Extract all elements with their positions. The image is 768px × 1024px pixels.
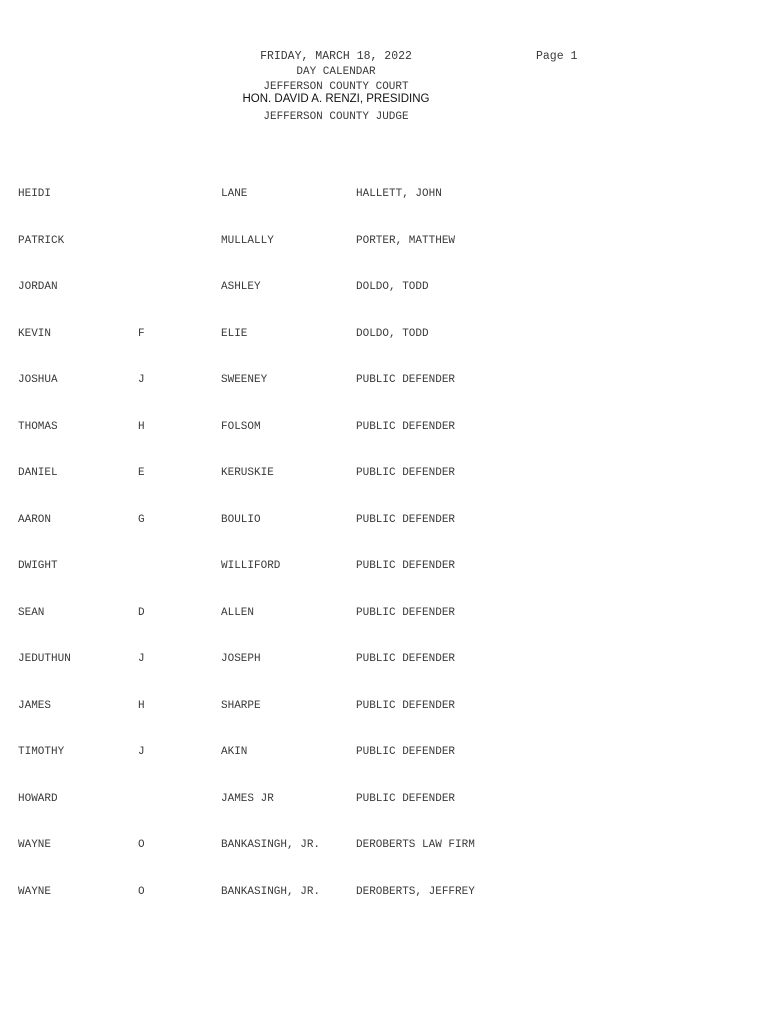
defendant-last-name: JOSEPH xyxy=(221,653,261,665)
judge-title: JEFFERSON COUNTY JUDGE xyxy=(263,111,409,123)
defendant-middle-initial: J xyxy=(138,374,145,386)
calendar-date: FRIDAY, MARCH 18, 2022 xyxy=(260,50,412,63)
attorney-name: PUBLIC DEFENDER xyxy=(356,606,456,619)
defendant-last-name: KERUSKIE xyxy=(221,467,274,479)
calendar-row: JEDUTHUN J JOSEPH PUBLIC DEFENDER xyxy=(0,653,768,667)
calendar-row: WAYNE O BANKASINGH, JR. DEROBERTS, JEFFREY xyxy=(0,886,768,900)
attorney-name: PORTER, MATTHEW xyxy=(356,234,456,247)
defendant-first-name: HEIDI xyxy=(18,188,52,200)
attorney-name: PUBLIC DEFENDER xyxy=(356,560,456,572)
defendant-first-name: KEVIN xyxy=(18,327,52,340)
attorney-name: DOLDO, TODD xyxy=(356,327,429,340)
defendant-middle-initial: F xyxy=(138,327,145,340)
defendant-first-name: AARON xyxy=(18,513,52,526)
defendant-first-name: JAMES xyxy=(18,699,52,712)
defendant-last-name: MULLALLY xyxy=(221,234,274,247)
defendant-first-name: HOWARD xyxy=(18,792,58,805)
calendar-row: THOMAS H FOLSOM PUBLIC DEFENDER xyxy=(0,421,768,435)
defendant-first-name: PATRICK xyxy=(18,234,65,247)
attorney-name: DEROBERTS LAW FIRM xyxy=(356,839,475,851)
court-name: JEFFERSON COUNTY COURT xyxy=(263,81,409,93)
attorney-name: HALLETT, JOHN xyxy=(356,188,442,200)
defendant-last-name: BOULIO xyxy=(221,513,261,526)
defendant-middle-initial: H xyxy=(138,699,145,712)
calendar-row: DANIEL E KERUSKIE PUBLIC DEFENDER xyxy=(0,467,768,481)
presiding-judge: HON. DAVID A. RENZI, PRESIDING xyxy=(242,93,430,105)
defendant-last-name: AKIN xyxy=(221,746,248,758)
defendant-middle-initial: O xyxy=(138,839,145,851)
defendant-last-name: SHARPE xyxy=(221,699,261,712)
attorney-name: DEROBERTS, JEFFREY xyxy=(356,885,475,898)
defendant-middle-initial: H xyxy=(138,420,145,433)
defendant-first-name: WAYNE xyxy=(18,885,52,898)
attorney-name: PUBLIC DEFENDER xyxy=(356,653,456,665)
defendant-first-name: WAYNE xyxy=(18,839,52,851)
calendar-row: HEIDI LANE HALLETT, JOHN xyxy=(0,188,768,202)
defendant-last-name: BANKASINGH, JR. xyxy=(221,885,321,898)
defendant-last-name: SWEENEY xyxy=(221,374,268,386)
defendant-first-name: DANIEL xyxy=(18,467,58,479)
calendar-row: JORDAN ASHLEY DOLDO, TODD xyxy=(0,281,768,295)
defendant-last-name: LANE xyxy=(221,188,248,200)
defendant-first-name: JORDAN xyxy=(18,281,58,293)
defendant-last-name: WILLIFORD xyxy=(221,560,281,572)
attorney-name: PUBLIC DEFENDER xyxy=(356,467,456,479)
calendar-row: TIMOTHY J AKIN PUBLIC DEFENDER xyxy=(0,746,768,760)
calendar-row: PATRICK MULLALLY PORTER, MATTHEW xyxy=(0,235,768,249)
defendant-first-name: THOMAS xyxy=(18,420,58,433)
defendant-first-name: JOSHUA xyxy=(18,374,58,386)
calendar-row: WAYNE O BANKASINGH, JR. DEROBERTS LAW FIRM xyxy=(0,839,768,853)
attorney-name: DOLDO, TODD xyxy=(356,281,429,293)
defendant-middle-initial: O xyxy=(138,885,145,898)
defendant-last-name: JAMES JR xyxy=(221,792,274,805)
calendar-type: DAY CALENDAR xyxy=(296,66,376,78)
attorney-name: PUBLIC DEFENDER xyxy=(356,374,456,386)
attorney-name: PUBLIC DEFENDER xyxy=(356,699,456,712)
defendant-middle-initial: J xyxy=(138,653,145,665)
calendar-row: HOWARD JAMES JR PUBLIC DEFENDER xyxy=(0,793,768,807)
defendant-first-name: JEDUTHUN xyxy=(18,653,71,665)
attorney-name: PUBLIC DEFENDER xyxy=(356,420,456,433)
attorney-name: PUBLIC DEFENDER xyxy=(356,746,456,758)
defendant-first-name: SEAN xyxy=(18,606,45,619)
defendant-first-name: DWIGHT xyxy=(18,560,58,572)
defendant-last-name: FOLSOM xyxy=(221,420,261,433)
calendar-row: JOSHUA J SWEENEY PUBLIC DEFENDER xyxy=(0,374,768,388)
defendant-last-name: ALLEN xyxy=(221,606,255,619)
calendar-row: AARON G BOULIO PUBLIC DEFENDER xyxy=(0,514,768,528)
defendant-last-name: ASHLEY xyxy=(221,281,261,293)
defendant-middle-initial: J xyxy=(138,746,145,758)
calendar-row: DWIGHT WILLIFORD PUBLIC DEFENDER xyxy=(0,560,768,574)
defendant-last-name: ELIE xyxy=(221,327,248,340)
defendant-first-name: TIMOTHY xyxy=(18,746,65,758)
attorney-name: PUBLIC DEFENDER xyxy=(356,792,456,805)
calendar-row: KEVIN F ELIE DOLDO, TODD xyxy=(0,328,768,342)
page-number: Page 1 xyxy=(536,50,578,63)
defendant-middle-initial: E xyxy=(138,467,145,479)
attorney-name: PUBLIC DEFENDER xyxy=(356,513,456,526)
defendant-last-name: BANKASINGH, JR. xyxy=(221,839,321,851)
defendant-middle-initial: G xyxy=(138,513,145,526)
calendar-row: JAMES H SHARPE PUBLIC DEFENDER xyxy=(0,700,768,714)
defendant-middle-initial: D xyxy=(138,606,145,619)
calendar-row: SEAN D ALLEN PUBLIC DEFENDER xyxy=(0,607,768,621)
